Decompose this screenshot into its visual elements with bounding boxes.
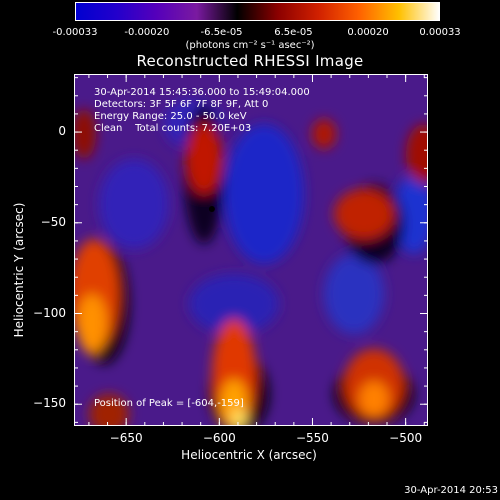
x-axis-label: Heliocentric X (arcsec) xyxy=(181,448,317,462)
colorbar xyxy=(75,2,440,21)
colorbar-units-label: (photons cm⁻² s⁻¹ asec⁻²) xyxy=(185,40,315,51)
info-line-time-range: 30-Apr-2014 15:45:36.000 to 15:49:04.000 xyxy=(94,87,310,98)
info-line-detectors: Detectors: 3F 5F 6F 7F 8F 9F, Att 0 xyxy=(94,99,269,110)
colorbar-tick-label: -0.00020 xyxy=(124,27,170,38)
y-tick-label: −150 xyxy=(33,396,66,411)
colorbar-gradient xyxy=(75,2,440,21)
y-tick-label: −50 xyxy=(40,214,66,229)
heatmap-plot xyxy=(74,74,428,426)
heatmap-emission xyxy=(74,99,428,426)
x-tick-label: −650 xyxy=(109,431,143,445)
info-line-total-counts: Clean Total counts: 7.20E+03 xyxy=(94,123,252,134)
peak-marker xyxy=(208,206,215,212)
colorbar-tick-label: 0.00020 xyxy=(347,27,389,38)
colorbar-tick-label: 0.00033 xyxy=(419,27,461,38)
info-line-energy-range: Energy Range: 25.0 - 50.0 keV xyxy=(94,111,247,122)
x-tick-label: −500 xyxy=(389,431,423,445)
colorbar-tick-label: -6.5e-05 xyxy=(200,27,243,38)
y-axis-label: Heliocentric Y (arcsec) xyxy=(12,202,26,338)
chart-title: Reconstructed RHESSI Image xyxy=(136,52,364,70)
colorbar-tick-label: -0.00033 xyxy=(52,27,98,38)
peak-position-label: Position of Peak = [-604,-159] xyxy=(94,398,244,409)
y-tick-label: −100 xyxy=(33,305,66,320)
colorbar-ticks: -0.00033 -0.00020 -6.5e-05 6.5e-05 0.000… xyxy=(53,27,461,41)
y-tick-label: 0 xyxy=(58,124,66,139)
timestamp: 30-Apr-2014 20:53 xyxy=(404,485,498,496)
colorbar-tick-label: 6.5e-05 xyxy=(274,27,313,38)
x-tick-label: −550 xyxy=(295,431,329,445)
x-tick-label: −600 xyxy=(202,431,236,445)
